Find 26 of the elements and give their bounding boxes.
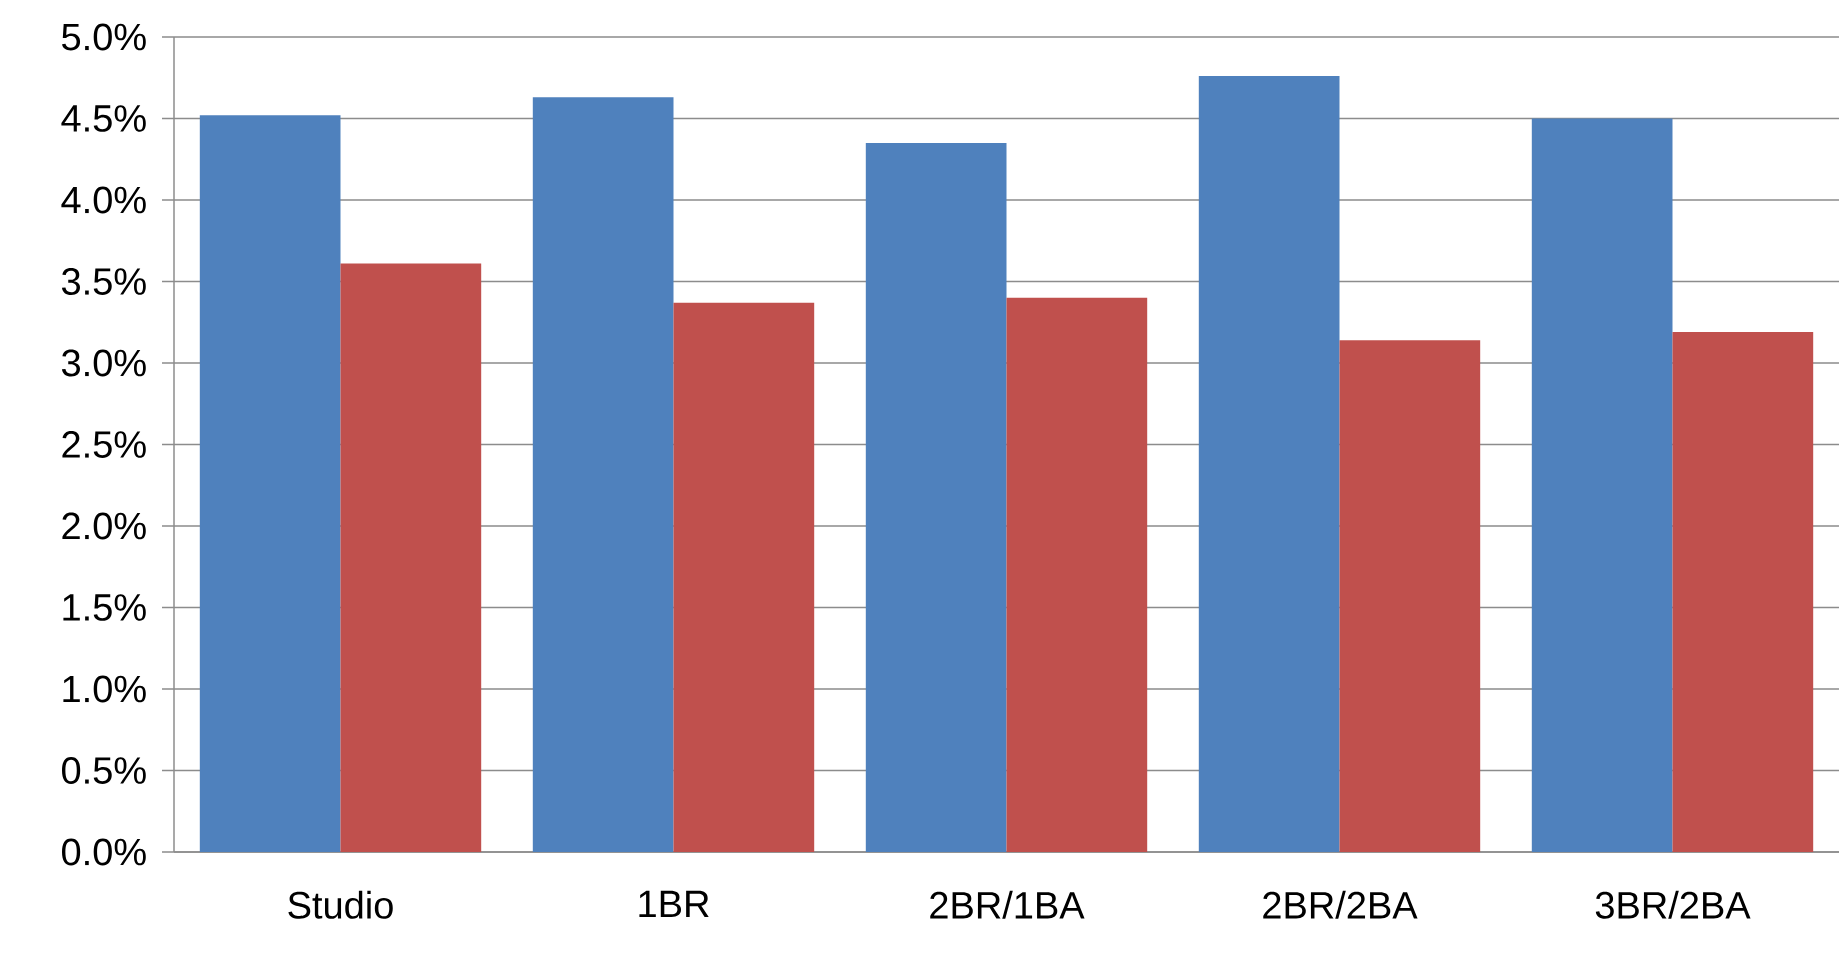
bar — [532, 97, 674, 852]
bar — [1531, 118, 1673, 852]
y-tick-label: 1.5% — [63, 594, 146, 621]
x-tick-label: 1BR — [639, 890, 709, 918]
y-tick-label: 1.0% — [63, 675, 146, 703]
bar — [1339, 340, 1481, 852]
bar — [1672, 332, 1814, 852]
bar — [1198, 76, 1340, 852]
y-tick-label: 4.0% — [61, 186, 146, 214]
x-tick-label: 3BR/2BA — [1595, 890, 1751, 919]
y-tick-label: 3.0% — [61, 349, 146, 377]
y-tick-label: 2.5% — [62, 431, 146, 458]
y-tick-label: 4.5% — [61, 105, 146, 132]
bar — [340, 263, 482, 852]
y-tick-label: 5.0% — [62, 23, 146, 51]
y-tick-label: 2.0% — [62, 512, 146, 540]
x-tick-label: 2BR/2BA — [1263, 890, 1418, 919]
x-tick-label: Studio — [288, 890, 393, 919]
bar — [865, 142, 1007, 852]
bar — [673, 302, 815, 852]
y-tick-label: 0.5% — [62, 757, 146, 784]
x-tick-label: 2BR/1BA — [930, 890, 1085, 919]
bar — [1006, 297, 1148, 852]
y-tick-label: 3.5% — [61, 268, 146, 295]
y-tick-label: 0.0% — [62, 838, 146, 866]
bar — [199, 115, 341, 852]
